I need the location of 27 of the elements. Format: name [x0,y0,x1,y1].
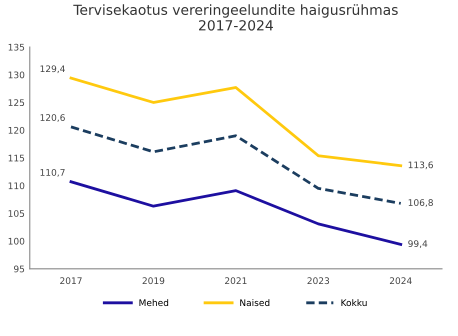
data-label: 120,6 [40,114,65,122]
data-label: 99,4 [408,240,428,248]
legend-label: Mehed [139,299,168,306]
data-label: 129,4 [40,65,65,74]
y-tick-label: 120 [8,126,24,134]
y-tick-label: 100 [8,238,24,245]
x-tick-label: 2021 [225,277,247,284]
line-series [70,125,402,205]
data-label: 106,8 [408,199,433,207]
legend-label: Kokku [341,299,367,306]
y-tick-label: 95 [14,266,24,272]
y-tick-label: 130 [8,71,24,78]
y-tick-label: 105 [8,210,24,217]
y-tick-label: 115 [8,154,24,162]
chart-title: Tervisekaotus vereringeelundite haigusrühmas 2017-2024 [73,4,398,31]
x-tick-label: 2024 [390,277,412,284]
line-series [70,180,402,246]
x-tick-label: 2019 [142,277,164,284]
y-tick-label: 110 [8,182,24,190]
data-label: 110,7 [40,169,65,177]
y-tick-label: 135 [8,44,24,51]
y-tick-label: 125 [8,99,24,106]
line-series [70,76,402,168]
x-tick-label: 2023 [307,277,330,284]
x-tick-label: 2017 [60,277,82,284]
legend-label: Naised [240,299,270,306]
data-label: 113,6 [408,161,433,170]
